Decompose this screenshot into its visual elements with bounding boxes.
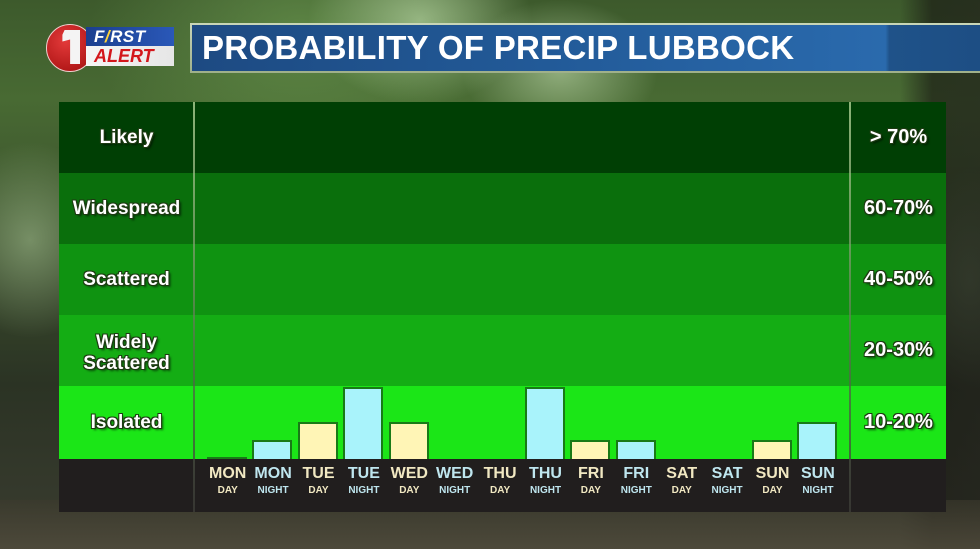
period-column: TUE NIGHT bbox=[341, 102, 386, 512]
band-label: Likely bbox=[99, 127, 154, 148]
bar-mon-night bbox=[252, 440, 293, 459]
band-label: Widespread bbox=[72, 198, 181, 219]
period-label-strip bbox=[59, 459, 946, 512]
band-label: Widely Scattered bbox=[83, 331, 170, 374]
band-label: Scattered bbox=[83, 269, 170, 290]
title-bar: PROBABILITY OF PRECIP LUBBOCK bbox=[190, 23, 980, 73]
period-column: SUN NIGHT bbox=[795, 102, 840, 512]
bar-fri-day bbox=[570, 440, 611, 459]
period-label: SAT NIGHT bbox=[711, 465, 743, 496]
period-label: MON DAY bbox=[209, 465, 247, 496]
period-label: SUN NIGHT bbox=[800, 465, 835, 496]
bar-tue-day bbox=[297, 422, 338, 459]
period-column: FRI NIGHT bbox=[614, 102, 659, 512]
period-column: THU NIGHT bbox=[523, 102, 568, 512]
period-label: SAT DAY bbox=[666, 465, 698, 496]
period-label: TUE DAY bbox=[302, 465, 335, 496]
period-column: THU DAY bbox=[477, 102, 522, 512]
bar-thu-night bbox=[524, 387, 565, 459]
band-range: > 70% bbox=[869, 126, 928, 148]
period-label: FRI NIGHT bbox=[620, 465, 652, 496]
period-column: SAT DAY bbox=[659, 102, 704, 512]
period-column: SAT NIGHT bbox=[704, 102, 749, 512]
bar-sun-day bbox=[751, 440, 792, 459]
band-label: Isolated bbox=[90, 412, 163, 433]
bar-wed-day bbox=[388, 422, 429, 459]
logo-alert-text: ALERT bbox=[86, 46, 174, 66]
band-range: 40-50% bbox=[864, 268, 933, 290]
period-label: FRI DAY bbox=[577, 465, 604, 496]
band-range: 10-20% bbox=[864, 411, 933, 433]
plot-area: MON DAY MON NIGHT TUE DAY TUE NIGHT WED DAY W… bbox=[205, 102, 850, 512]
logo-first-text: F/RST bbox=[86, 27, 174, 46]
period-column: FRI DAY bbox=[568, 102, 613, 512]
period-column: WED DAY bbox=[387, 102, 432, 512]
band-widespread: Widespread 60-70% bbox=[59, 173, 946, 244]
band-likely: Likely > 70% bbox=[59, 102, 946, 173]
band-range: 60-70% bbox=[864, 197, 933, 219]
period-column: SUN DAY bbox=[750, 102, 795, 512]
bar-tue-night bbox=[343, 387, 384, 459]
bar-fri-night bbox=[615, 440, 656, 459]
period-column: WED NIGHT bbox=[432, 102, 477, 512]
precip-probability-chart: Likely > 70% Widespread 60-70% Scattered… bbox=[59, 102, 946, 512]
period-column: MON NIGHT bbox=[250, 102, 295, 512]
bar-mon-day bbox=[207, 457, 247, 459]
left-divider bbox=[193, 102, 195, 512]
period-label: WED NIGHT bbox=[436, 465, 474, 496]
period-column: TUE DAY bbox=[296, 102, 341, 512]
lightning-bolt-icon: / bbox=[104, 27, 111, 46]
bar-sun-night bbox=[797, 422, 838, 459]
period-column: MON DAY bbox=[205, 102, 250, 512]
right-divider bbox=[849, 102, 851, 512]
period-label: TUE NIGHT bbox=[347, 465, 380, 496]
band-range: 20-30% bbox=[864, 339, 933, 361]
period-label: THU NIGHT bbox=[529, 465, 562, 496]
band-scattered: Scattered 40-50% bbox=[59, 244, 946, 315]
period-label: WED DAY bbox=[390, 465, 428, 496]
band-widely-scattered: Widely Scattered 20-30% bbox=[59, 315, 946, 386]
first-alert-logo: F/RST ALERT bbox=[46, 24, 176, 72]
period-label: MON NIGHT bbox=[254, 465, 292, 496]
page-title: PROBABILITY OF PRECIP LUBBOCK bbox=[202, 29, 795, 66]
period-label: THU DAY bbox=[483, 465, 517, 496]
period-label: SUN DAY bbox=[755, 465, 790, 496]
